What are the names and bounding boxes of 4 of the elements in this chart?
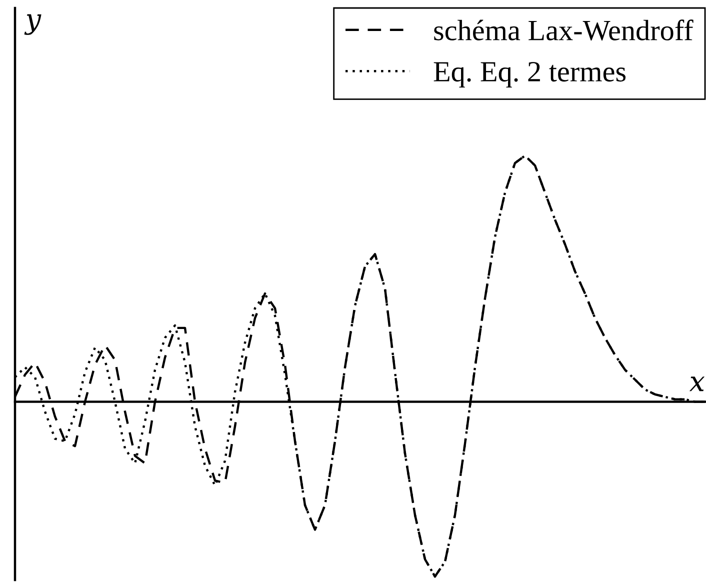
legend-label: schéma Lax-Wendroff: [434, 20, 694, 41]
legend-label: Eq. Eq. 2 termes: [434, 62, 626, 88]
x-axis-title: x: [689, 376, 705, 392]
y-axis-title: y: [24, 14, 42, 35]
